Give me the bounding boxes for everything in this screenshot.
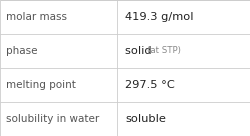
Text: solubility in water: solubility in water — [6, 114, 99, 124]
Text: solid: solid — [125, 46, 159, 56]
Text: 297.5 °C: 297.5 °C — [125, 80, 174, 90]
Text: melting point: melting point — [6, 80, 76, 90]
Text: 419.3 g/mol: 419.3 g/mol — [125, 12, 193, 22]
Text: phase: phase — [6, 46, 38, 56]
Text: (at STP): (at STP) — [146, 47, 180, 55]
Text: soluble: soluble — [125, 114, 166, 124]
Text: molar mass: molar mass — [6, 12, 67, 22]
